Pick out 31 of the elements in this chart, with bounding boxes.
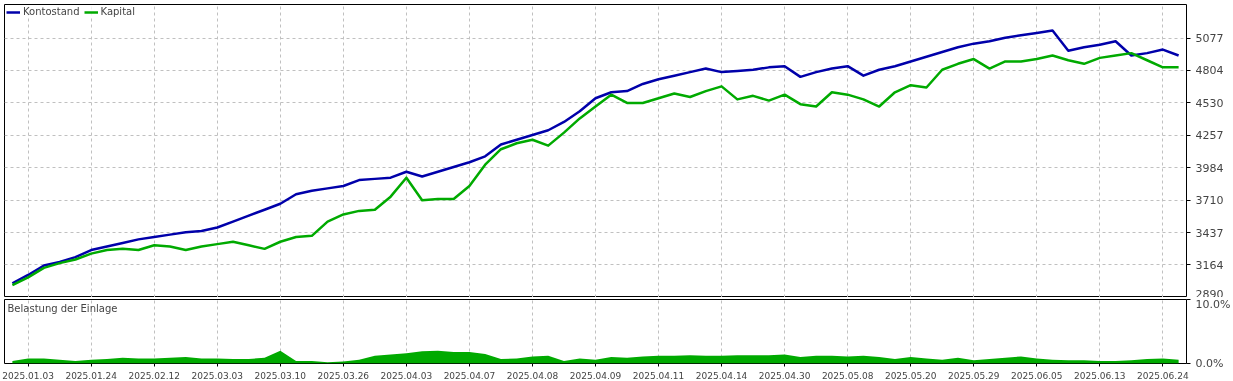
legend-label: Kontostand	[23, 6, 80, 17]
x-tick-label: 2025.02.12	[128, 370, 180, 381]
x-tick-label: 2025.04.30	[758, 370, 811, 381]
y-tick-label: 0.0%	[1195, 357, 1224, 370]
x-tick-label: 2025.06.05	[1011, 370, 1063, 381]
y-tick-label: 5077	[1195, 32, 1224, 46]
x-tick-label: 2025.05.20	[884, 370, 937, 381]
x-tick-label: 2025.01.24	[65, 370, 118, 381]
y-tick-label: 3984	[1195, 161, 1224, 175]
x-tick-label: 2025.03.10	[254, 370, 307, 381]
x-tick-label: 2025.06.24	[1137, 370, 1189, 381]
x-tick-label: 2025.03.26	[317, 370, 370, 381]
x-tick-label: 2025.04.14	[695, 370, 748, 381]
x-tick-label: 2025.04.08	[506, 370, 559, 381]
x-tick-label: 2025.03.03	[191, 370, 244, 381]
x-tick-label: 2025.04.11	[632, 370, 685, 381]
x-tick-label: 2025.04.09	[569, 370, 622, 381]
x-tick-label: 2025.05.29	[947, 370, 1000, 381]
x-tick-label: 2025.06.13	[1074, 370, 1126, 381]
x-tick-label: 2025.01.03	[2, 370, 54, 381]
x-tick-label: 2025.04.07	[443, 370, 496, 381]
y-tick-label: 3164	[1195, 259, 1224, 272]
x-tick-label: 2025.05.08	[821, 370, 874, 381]
y-tick-label: 4530	[1195, 96, 1224, 110]
y-tick-label: 4804	[1195, 64, 1224, 78]
y-tick-label: 4257	[1195, 129, 1224, 143]
legend-label: Kapital	[100, 6, 135, 17]
y-tick-label: 3710	[1195, 194, 1224, 208]
x-tick-label: 2025.04.03	[380, 370, 433, 381]
chart-title: Belastung der Einlage	[7, 302, 118, 314]
y-tick-label: 3437	[1195, 226, 1224, 240]
